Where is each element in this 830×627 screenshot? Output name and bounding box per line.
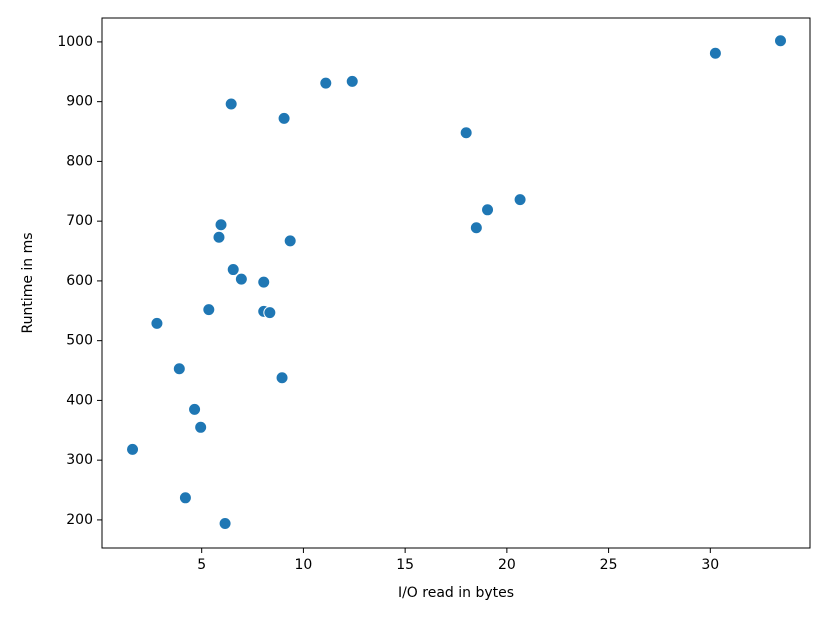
point [257, 275, 271, 289]
y-tick-label: 300 [66, 452, 93, 468]
point [481, 203, 495, 217]
point [194, 420, 208, 434]
point [774, 34, 787, 48]
point [212, 230, 226, 244]
x-tick-label: 25 [600, 557, 618, 573]
x-tick-label: 30 [701, 557, 719, 573]
y-tick-label: 200 [66, 512, 93, 528]
point [459, 126, 473, 140]
point [126, 442, 140, 456]
point [469, 221, 483, 235]
point [202, 303, 216, 317]
y-tick-label: 900 [66, 94, 93, 110]
point [172, 362, 186, 376]
point [277, 111, 291, 125]
point [283, 234, 297, 248]
point [150, 316, 164, 330]
point [226, 263, 240, 277]
point [188, 402, 202, 416]
point [263, 306, 277, 320]
point [218, 517, 232, 531]
point [513, 193, 527, 207]
y-tick-label: 700 [66, 213, 93, 229]
y-axis-label: Runtime in ms [20, 232, 36, 333]
point [214, 218, 228, 232]
point [275, 371, 289, 385]
x-tick-label: 20 [498, 557, 516, 573]
plot-frame [101, 17, 811, 549]
x-tick-label: 15 [396, 557, 414, 573]
y-tick-label: 800 [66, 153, 93, 169]
point [708, 46, 722, 60]
point [345, 74, 359, 88]
y-tick-label: 500 [66, 333, 93, 349]
point [319, 76, 333, 90]
x-tick-label: 5 [197, 557, 206, 573]
y-tick-label: 400 [66, 392, 93, 408]
x-axis-label: I/O read in bytes [398, 585, 514, 601]
y-tick-label: 600 [66, 273, 93, 289]
point [234, 272, 248, 286]
point [224, 97, 238, 111]
y-tick-label: 1000 [57, 34, 93, 50]
x-tick-label: 10 [294, 557, 312, 573]
point [178, 491, 192, 505]
